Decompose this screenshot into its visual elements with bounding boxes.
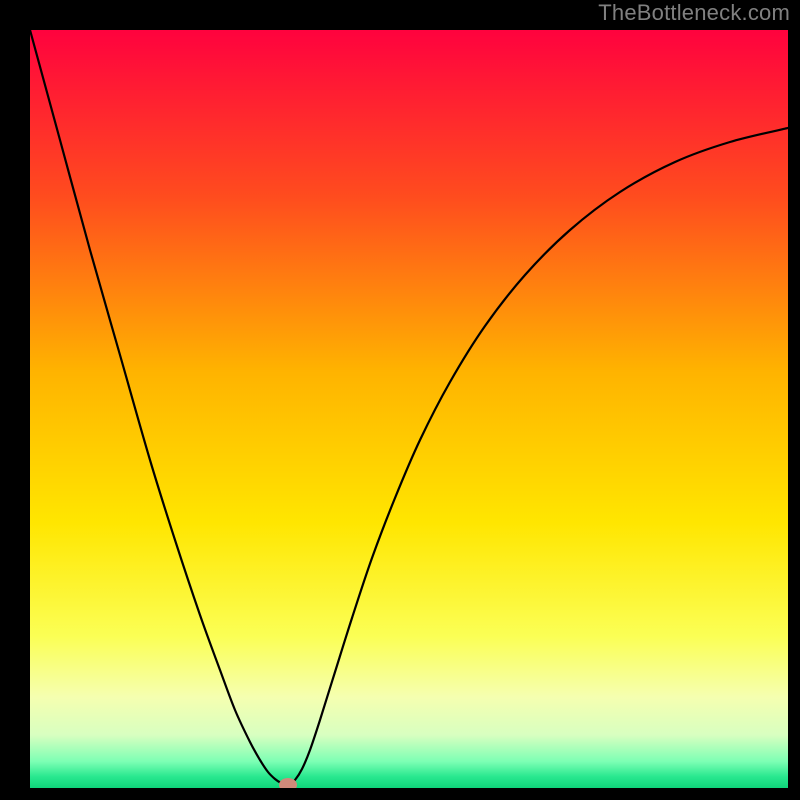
bottleneck-chart	[0, 0, 800, 800]
chart-frame: TheBottleneck.com	[0, 0, 800, 800]
gradient-background	[30, 30, 788, 788]
watermark-text: TheBottleneck.com	[598, 0, 790, 26]
